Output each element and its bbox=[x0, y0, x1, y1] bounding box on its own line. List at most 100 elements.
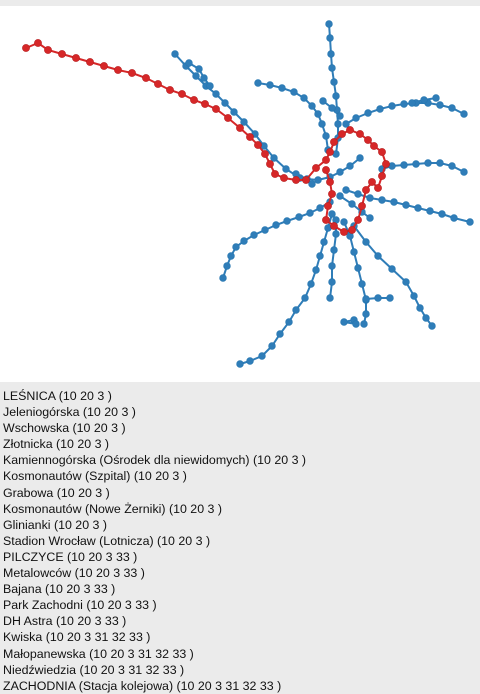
route-stop-node[interactable] bbox=[322, 216, 330, 224]
network-stop-node[interactable] bbox=[306, 209, 314, 217]
route-stop-node[interactable] bbox=[261, 150, 269, 158]
network-stop-node[interactable] bbox=[360, 320, 368, 328]
network-stop-node[interactable] bbox=[221, 99, 229, 107]
network-stop-node[interactable] bbox=[240, 118, 248, 126]
route-stop-node[interactable] bbox=[330, 222, 338, 230]
network-stop-node[interactable] bbox=[388, 265, 396, 273]
network-stop-node[interactable] bbox=[432, 94, 440, 102]
network-stop-node[interactable] bbox=[268, 342, 276, 350]
network-stop-node[interactable] bbox=[328, 104, 336, 112]
route-stop-node[interactable] bbox=[348, 226, 356, 234]
route-stop-node[interactable] bbox=[312, 164, 320, 172]
network-stop-node[interactable] bbox=[282, 165, 290, 173]
route-stop-node[interactable] bbox=[356, 130, 364, 138]
network-stop-node[interactable] bbox=[276, 330, 284, 338]
network-stop-node[interactable] bbox=[272, 221, 280, 229]
network-stop-node[interactable] bbox=[354, 264, 362, 272]
network-stop-node[interactable] bbox=[414, 204, 422, 212]
network-stop-node[interactable] bbox=[325, 20, 333, 28]
network-stop-node[interactable] bbox=[362, 295, 370, 303]
route-stop-node[interactable] bbox=[326, 148, 334, 156]
network-stop-node[interactable] bbox=[232, 243, 240, 251]
network-stop-node[interactable] bbox=[342, 120, 350, 128]
network-stop-node[interactable] bbox=[386, 294, 394, 302]
network-stop-node[interactable] bbox=[307, 280, 315, 288]
network-stop-node[interactable] bbox=[400, 100, 408, 108]
network-stop-node[interactable] bbox=[436, 101, 444, 109]
network-stop-node[interactable] bbox=[428, 322, 436, 330]
network-stop-node[interactable] bbox=[390, 198, 398, 206]
network-stop-node[interactable] bbox=[366, 214, 374, 222]
route-stop-node[interactable] bbox=[322, 166, 330, 174]
network-stop-node[interactable] bbox=[312, 266, 320, 274]
network-stop-node[interactable] bbox=[332, 92, 340, 100]
network-stop-node[interactable] bbox=[460, 110, 468, 118]
network-stop-node[interactable] bbox=[374, 252, 382, 260]
network-stop-node[interactable] bbox=[308, 180, 316, 188]
network-stop-node[interactable] bbox=[314, 176, 322, 184]
network-stop-node[interactable] bbox=[426, 207, 434, 215]
network-stop-node[interactable] bbox=[378, 196, 386, 204]
route-stop-node[interactable] bbox=[302, 176, 310, 184]
network-stop-node[interactable] bbox=[410, 292, 418, 300]
network-stop-node[interactable] bbox=[316, 204, 324, 212]
route-stop-node[interactable] bbox=[382, 160, 390, 168]
network-stop-node[interactable] bbox=[376, 105, 384, 113]
network-stop-node[interactable] bbox=[278, 84, 286, 92]
network-stop-node[interactable] bbox=[356, 154, 364, 162]
route-stop-node[interactable] bbox=[266, 160, 274, 168]
route-stop-node[interactable] bbox=[58, 50, 66, 58]
route-stop-node[interactable] bbox=[178, 90, 186, 98]
route-stop-node[interactable] bbox=[330, 138, 338, 146]
network-stop-node[interactable] bbox=[340, 318, 348, 326]
route-stop-node[interactable] bbox=[254, 141, 262, 149]
network-stop-node[interactable] bbox=[328, 278, 336, 286]
route-stop-node[interactable] bbox=[358, 202, 366, 210]
route-stop-node[interactable] bbox=[362, 186, 370, 194]
network-stop-node[interactable] bbox=[412, 160, 420, 168]
route-stop-node[interactable] bbox=[44, 46, 52, 54]
network-stop-node[interactable] bbox=[352, 114, 360, 122]
network-stop-node[interactable] bbox=[195, 65, 203, 73]
network-stop-node[interactable] bbox=[400, 161, 408, 169]
route-stop-node[interactable] bbox=[86, 58, 94, 66]
network-stop-node[interactable] bbox=[270, 154, 278, 162]
network-stop-node[interactable] bbox=[336, 168, 344, 176]
network-stop-node[interactable] bbox=[346, 162, 354, 170]
network-stop-node[interactable] bbox=[330, 246, 338, 254]
route-stop-node[interactable] bbox=[370, 142, 378, 150]
network-stop-node[interactable] bbox=[236, 360, 244, 368]
network-stop-node[interactable] bbox=[327, 50, 335, 58]
route-stop-node[interactable] bbox=[224, 114, 232, 122]
route-stop-node[interactable] bbox=[340, 228, 348, 236]
route-stop-node[interactable] bbox=[378, 148, 386, 156]
network-stop-node[interactable] bbox=[448, 104, 456, 112]
route-stop-node[interactable] bbox=[322, 156, 330, 164]
network-stop-node[interactable] bbox=[319, 97, 327, 105]
network-stop-node[interactable] bbox=[200, 74, 208, 82]
network-stop-node[interactable] bbox=[358, 280, 366, 288]
network-stop-node[interactable] bbox=[460, 168, 468, 176]
route-stop-node[interactable] bbox=[201, 100, 209, 108]
route-stop-node[interactable] bbox=[212, 105, 220, 113]
network-stop-node[interactable] bbox=[352, 320, 360, 328]
network-stop-node[interactable] bbox=[326, 294, 334, 302]
network-stop-node[interactable] bbox=[171, 50, 179, 58]
route-stop-node[interactable] bbox=[324, 202, 332, 210]
route-stop-node[interactable] bbox=[368, 178, 376, 186]
network-stop-node[interactable] bbox=[230, 108, 238, 116]
network-stop-node[interactable] bbox=[424, 159, 432, 167]
network-stop-node[interactable] bbox=[185, 59, 193, 67]
network-stop-node[interactable] bbox=[436, 159, 444, 167]
network-stop-node[interactable] bbox=[438, 210, 446, 218]
network-stop-node[interactable] bbox=[206, 82, 214, 90]
network-stop-node[interactable] bbox=[258, 352, 266, 360]
network-stop-node[interactable] bbox=[340, 218, 348, 226]
network-stop-node[interactable] bbox=[314, 110, 322, 118]
network-stop-node[interactable] bbox=[290, 88, 298, 96]
network-stop-node[interactable] bbox=[448, 162, 456, 170]
network-stop-node[interactable] bbox=[300, 94, 308, 102]
network-stop-node[interactable] bbox=[266, 81, 274, 89]
network-stop-node[interactable] bbox=[466, 218, 474, 226]
network-stop-node[interactable] bbox=[422, 314, 430, 322]
